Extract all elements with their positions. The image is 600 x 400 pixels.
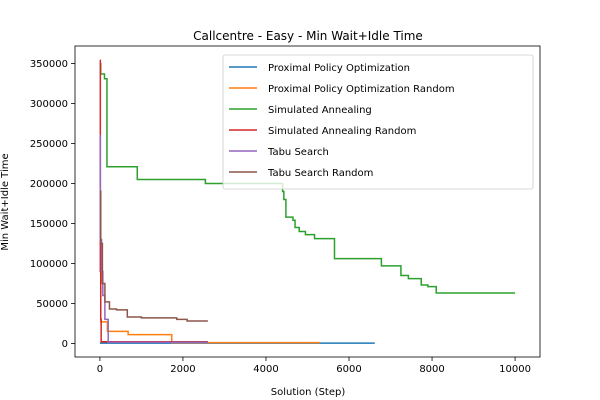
series-line-6 (99, 190, 208, 322)
y-axis: 0 50000 100000 150000 200000 250000 300000 3500… (30, 59, 75, 350)
legend-label: Simulated Annealing (268, 105, 372, 116)
legend-label: Proximal Policy Optimization (268, 63, 410, 74)
legend-box (222, 54, 534, 190)
y-tick-label: 0 (62, 339, 68, 350)
x-tick-label: 8000 (419, 364, 444, 375)
y-tick-label: 250000 (30, 139, 68, 150)
x-tick-label: 10000 (499, 364, 531, 375)
y-tick-label: 150000 (30, 219, 68, 230)
x-tick-label: 6000 (336, 364, 361, 375)
legend-label: Tabu Search Random (267, 168, 373, 179)
y-tick-label: 50000 (36, 299, 68, 310)
legend-label: Proximal Policy Optimization Random (268, 84, 455, 95)
y-tick-label: 350000 (30, 59, 68, 70)
y-tick-label: 200000 (30, 179, 68, 190)
x-axis: 0 2000 4000 6000 8000 10000 (97, 357, 531, 375)
series-line-3 (99, 62, 516, 294)
x-axis-label: Solution (Step) (271, 387, 346, 398)
x-tick-label: 4000 (253, 364, 278, 375)
x-tick-label: 2000 (170, 364, 195, 375)
series-line-4 (99, 59, 208, 343)
legend: Proximal Policy Optimization Proximal Pol… (222, 54, 534, 190)
legend-label: Simulated Annealing Random (268, 126, 416, 137)
y-axis-label: Min Wait+Idle Time (0, 153, 11, 250)
plot-area (74, 45, 541, 358)
y-tick-label: 100000 (30, 259, 68, 270)
legend-label: Tabu Search (267, 147, 329, 158)
y-tick-label: 300000 (30, 99, 68, 110)
chart-title: Callcentre - Easy - Min Wait+Idle Time (193, 29, 423, 43)
x-tick-label: 0 (97, 364, 103, 375)
series-line-2 (99, 190, 320, 344)
plot-frame (74, 45, 541, 358)
